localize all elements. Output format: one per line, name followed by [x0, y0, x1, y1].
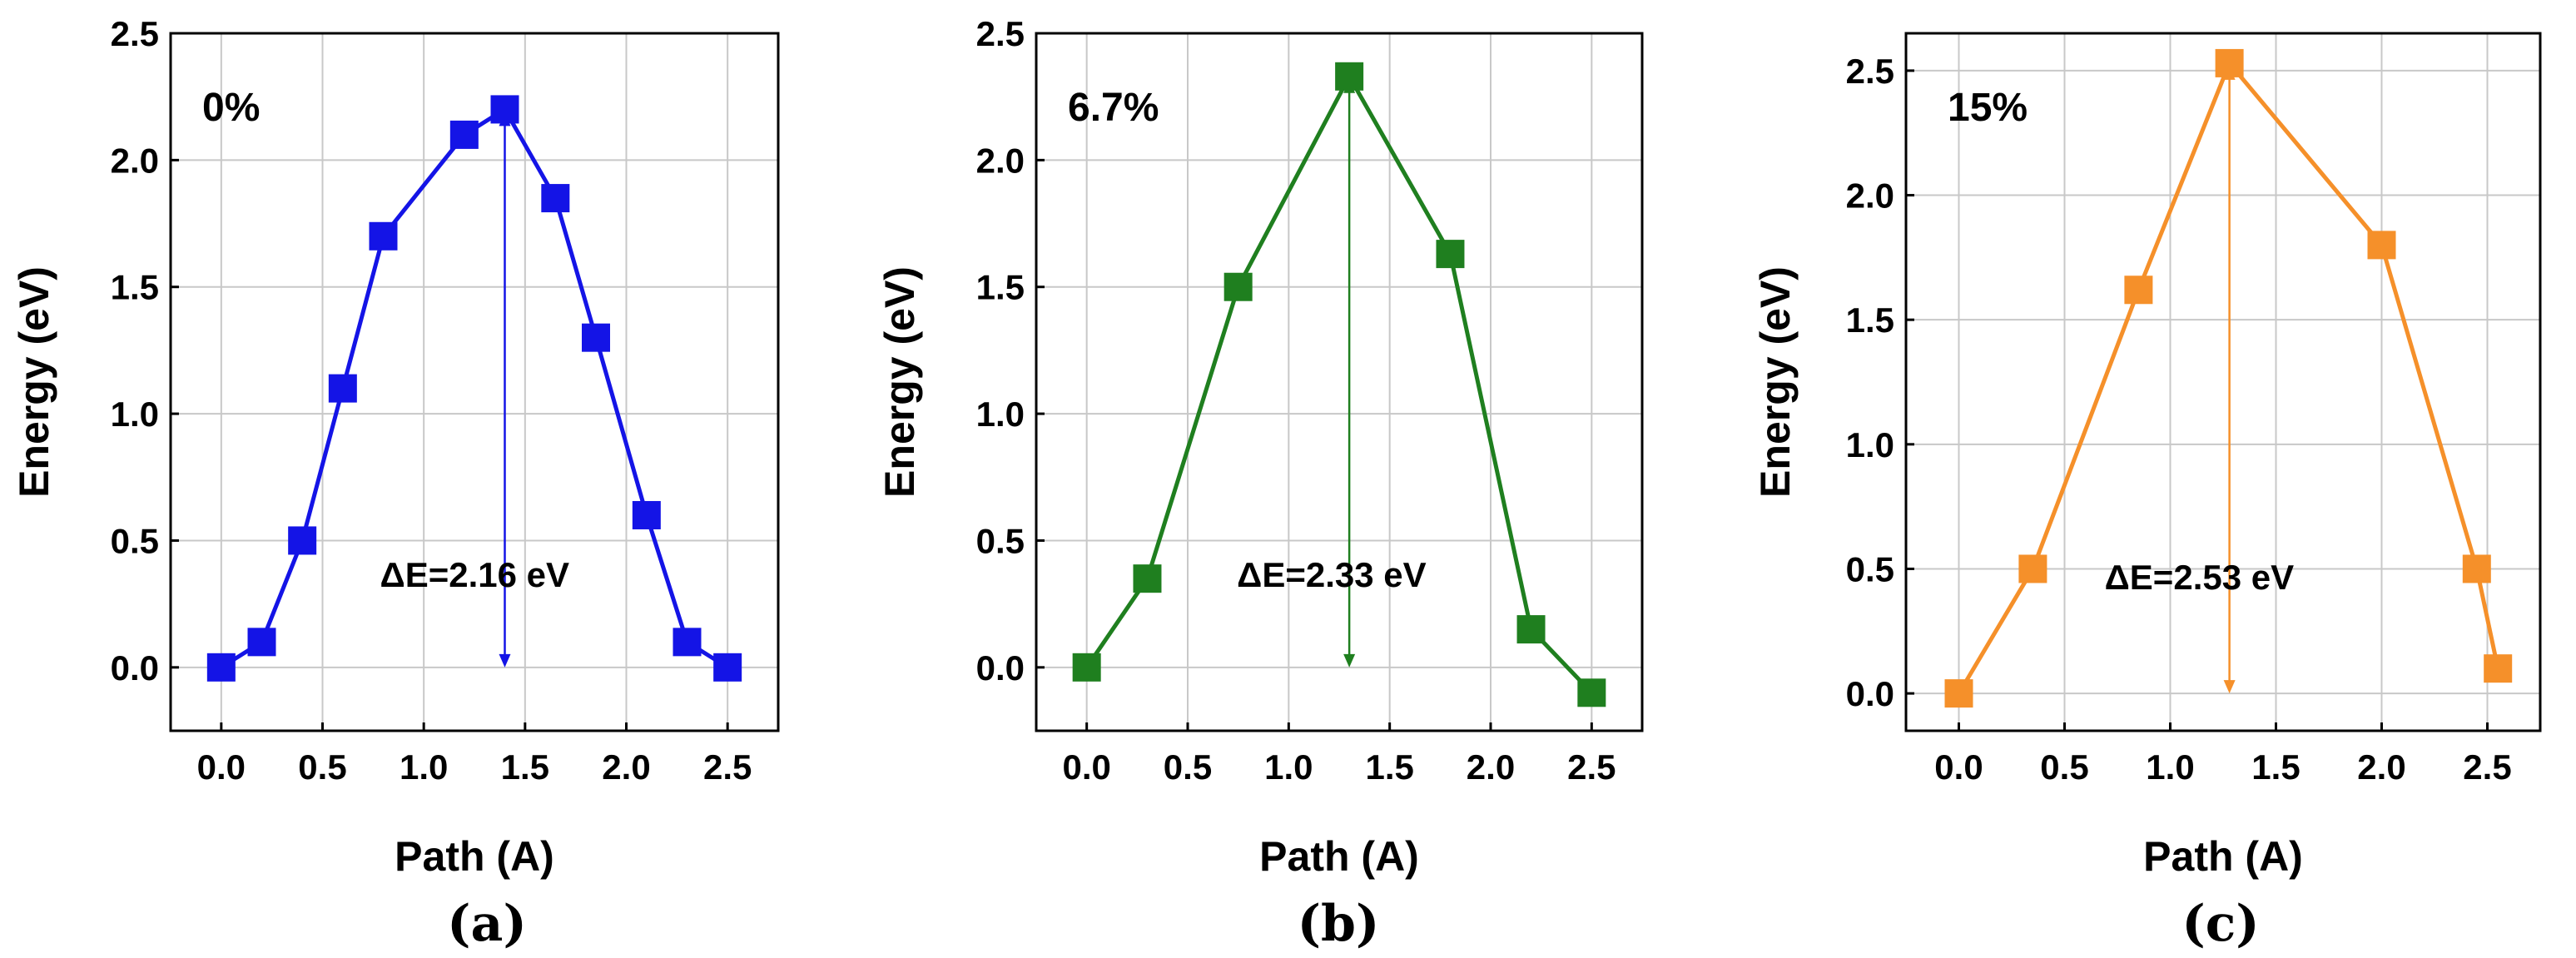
panel-label: (a) [447, 895, 527, 953]
barrier-label: ΔE=2.33 eV [1237, 555, 1427, 594]
x-tick-label: 2.0 [2357, 747, 2405, 787]
y-tick-label: 0.5 [976, 521, 1025, 560]
data-point [2018, 554, 2047, 583]
barrier-arrow [2223, 66, 2236, 694]
y-tick-label: 2.0 [976, 141, 1025, 180]
data-point [1436, 240, 1465, 269]
series-line [1085, 74, 1594, 695]
x-tick-label: 1.0 [2146, 747, 2194, 787]
data-point [449, 120, 479, 149]
barrier-arrow-head-down [1343, 653, 1356, 668]
data-point [2462, 554, 2491, 583]
y-tick-label: 0.5 [1846, 549, 1894, 588]
y-tick-label: 2.5 [1846, 52, 1894, 91]
y-tick-label: 1.5 [111, 268, 159, 307]
data-point [1335, 62, 1364, 91]
barrier-label: ΔE=2.16 eV [380, 555, 570, 594]
data-point [1577, 678, 1606, 707]
data-point [713, 653, 742, 682]
x-tick-label: 0.0 [1062, 747, 1110, 787]
data-point [206, 653, 236, 682]
x-tick-label: 1.5 [501, 747, 549, 787]
panel-label: (c) [2181, 895, 2259, 953]
series-line [1957, 61, 2500, 695]
x-tick-label: 1.0 [400, 747, 448, 787]
x-tick-label: 0.0 [1934, 747, 1983, 787]
data-point [1223, 272, 1253, 301]
x-tick-label: 2.0 [602, 747, 650, 787]
data-point [582, 323, 610, 352]
data-point [1944, 679, 1973, 708]
x-tick-label: 1.0 [1264, 747, 1313, 787]
y-tick-label: 2.5 [976, 14, 1025, 53]
y-tick-label: 2.0 [1846, 176, 1894, 216]
x-axis-title: Path (A) [2143, 833, 2303, 880]
x-axis-title: Path (A) [1259, 833, 1419, 880]
x-tick-label: 2.0 [1467, 747, 1515, 787]
data-point [2215, 48, 2244, 77]
chart-panel-2: 0.0 0.5 1.0 1.5 2.0 2.5 0.0 0.5 1.0 1.5 2.0 2.5 Path… [876, 14, 1644, 953]
y-axis-title: Energy (eV) [11, 266, 57, 498]
y-tick-label: 1.5 [976, 268, 1025, 307]
data-point [541, 184, 570, 213]
data-point [490, 95, 519, 124]
gridlines [1906, 33, 2540, 731]
strain-label: 0% [202, 86, 260, 130]
data-point [369, 221, 398, 251]
y-axis-title: Energy (eV) [876, 266, 923, 498]
x-tick-label: 1.5 [2251, 747, 2300, 787]
x-tick-label: 1.5 [1365, 747, 1413, 787]
y-tick-label: 1.5 [1846, 300, 1894, 340]
plot-frame [169, 32, 780, 732]
data-point [2367, 231, 2396, 260]
x-tick-label: 0.5 [298, 747, 346, 787]
data-point [673, 628, 702, 657]
y-tick-label: 1.0 [1846, 425, 1894, 464]
x-tick-label: 0.5 [2040, 747, 2088, 787]
x-tick-label: 2.5 [2463, 747, 2511, 787]
gridlines [1036, 32, 1642, 731]
y-tick-label: 0.5 [111, 521, 159, 560]
barrier-arrow-head-down [499, 653, 511, 668]
x-tick-label: 2.5 [703, 747, 752, 787]
y-axis-title: Energy (eV) [1752, 266, 1799, 498]
y-tick-label: 1.0 [111, 395, 159, 434]
y-tick-label: 2.0 [111, 141, 159, 180]
x-axis-title: Path (A) [395, 833, 554, 880]
x-tick-label: 2.5 [1567, 747, 1616, 787]
data-point [1133, 564, 1162, 593]
data-point [2124, 275, 2153, 305]
data-point [1516, 615, 1546, 644]
x-tick-label: 0.5 [1164, 747, 1212, 787]
y-tick-label: 0.0 [1846, 674, 1894, 713]
panel-label: (b) [1298, 895, 1380, 953]
y-tick-label: 2.5 [111, 14, 159, 53]
data-point [247, 628, 276, 657]
y-tick-label: 0.0 [111, 648, 159, 687]
barrier-arrow-head-down [2223, 680, 2236, 694]
data-point [328, 374, 357, 403]
x-tick-label: 0.0 [197, 747, 246, 787]
data-point [288, 526, 317, 555]
plot-frame [1035, 32, 1644, 732]
data-point [1072, 653, 1101, 682]
strain-label: 15% [1948, 86, 2028, 130]
y-tick-label: 1.0 [976, 395, 1025, 434]
y-tick-label: 0.0 [976, 648, 1025, 687]
strain-label: 6.7% [1068, 86, 1159, 130]
chart-panel-3: 0.0 0.5 1.0 1.5 2.0 2.5 0.0 0.5 1.0 1.5 2.0 2.5 Path… [1752, 32, 2542, 953]
barrier-label: ΔE=2.53 eV [2105, 558, 2295, 597]
series-line [220, 107, 729, 669]
data-point [2484, 654, 2513, 683]
data-point [632, 500, 661, 529]
chart-panel-1: 0.0 0.5 1.0 1.5 2.0 2.5 0.0 0.5 1.0 1.5 2.0 2.5 Path… [11, 14, 780, 953]
plot-frame [1904, 32, 2542, 732]
